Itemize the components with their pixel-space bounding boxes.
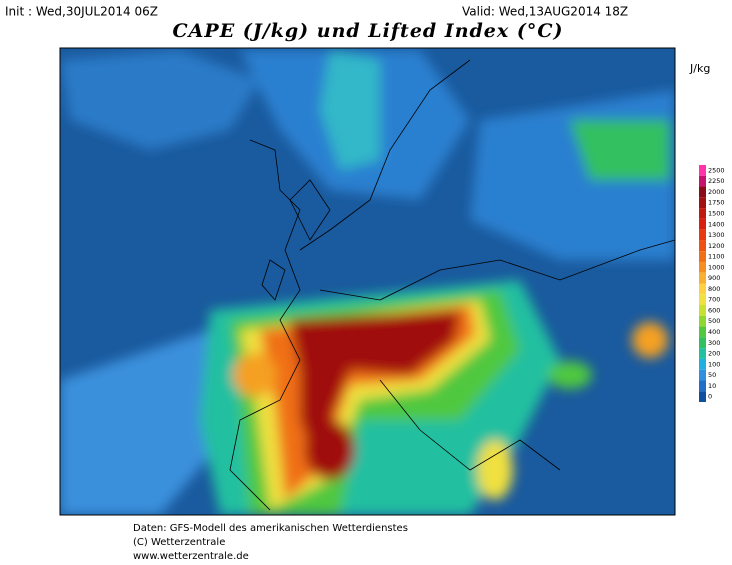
colorbar-box — [699, 391, 706, 402]
colorbar-box — [699, 197, 706, 209]
colorbar-box — [699, 186, 706, 198]
colorbar-label: 2000 — [708, 188, 725, 196]
map-frame — [59, 47, 676, 516]
cape-field — [60, 50, 675, 515]
colorbar-label: 50 — [708, 371, 716, 379]
colorbar-box — [699, 348, 706, 359]
colorbar-box — [699, 326, 706, 338]
colorbar-label: 700 — [708, 296, 720, 304]
footer-line: (C) Wetterzentrale — [133, 537, 225, 548]
footer-line: Daten: GFS-Modell des amerikanischen Wet… — [133, 523, 408, 534]
colorbar-box — [699, 380, 706, 392]
colorbar-box — [699, 251, 706, 262]
colorbar-label: 1300 — [708, 231, 725, 239]
colorbar-label: 10 — [708, 382, 716, 390]
colorbar-box — [699, 175, 706, 187]
colorbar-label: 300 — [708, 339, 720, 347]
colorbar: 2500225020001750150014001300120011001000… — [699, 165, 725, 402]
colorbar-label: 1750 — [708, 199, 725, 207]
colorbar-box — [699, 315, 706, 327]
colorbar-box — [699, 358, 706, 370]
colorbar-label: 2250 — [708, 177, 725, 185]
map-title: CAPE (J/kg) und Lifted Index (°C) — [173, 20, 564, 42]
colorbar-box — [699, 283, 706, 295]
colorbar-box — [699, 305, 706, 316]
map — [60, 48, 675, 515]
colorbar-label: 2500 — [708, 166, 725, 174]
colorbar-box — [699, 337, 706, 349]
colorbar-label: 1100 — [708, 253, 725, 261]
legend-unit: J/kg — [689, 62, 710, 75]
colorbar-box — [699, 229, 706, 241]
coastlines — [229, 59, 675, 511]
colorbar-label: 1000 — [708, 263, 725, 271]
colorbar-box — [699, 208, 706, 219]
colorbar-label: 800 — [708, 285, 720, 293]
init-time: Init : Wed,30JUL2014 06Z — [5, 5, 158, 19]
colorbar-label: 200 — [708, 350, 720, 358]
colorbar-box — [699, 272, 706, 284]
colorbar-label: 400 — [708, 328, 720, 336]
colorbar-label: 600 — [708, 306, 720, 314]
colorbar-box — [699, 240, 706, 252]
colorbar-label: 500 — [708, 317, 720, 325]
colorbar-box — [699, 218, 706, 230]
colorbar-box — [699, 165, 706, 176]
colorbar-box — [699, 261, 706, 273]
colorbar-label: 1400 — [708, 220, 725, 228]
colorbar-box — [699, 369, 706, 381]
colorbar-box — [699, 294, 706, 306]
colorbar-label: 1500 — [708, 209, 725, 217]
valid-time: Valid: Wed,13AUG2014 18Z — [462, 5, 628, 19]
footer-line: www.wetterzentrale.de — [133, 551, 249, 562]
colorbar-label: 900 — [708, 274, 720, 282]
colorbar-label: 1200 — [708, 242, 725, 250]
colorbar-label: 100 — [708, 360, 720, 368]
colorbar-label: 0 — [708, 393, 712, 401]
